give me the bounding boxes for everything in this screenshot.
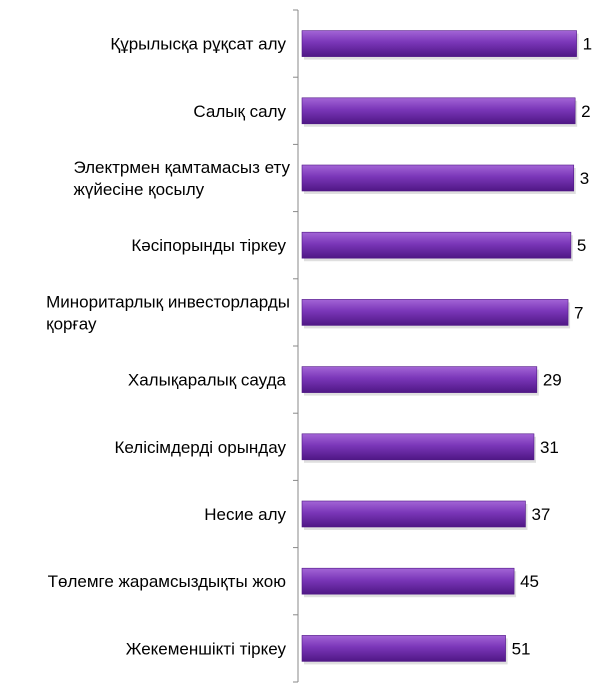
bar (301, 366, 538, 393)
data-label: 29 (543, 371, 562, 390)
category-tick-label: Халықаралық сауда (128, 371, 287, 390)
bar (301, 231, 572, 259)
bar (301, 164, 575, 192)
data-label: 45 (520, 572, 539, 591)
category-tick-label: Электрмен қамтамасыз ету жүйесіне қосылу (73, 158, 290, 199)
data-label: 2 (581, 102, 590, 121)
category-tick-label: Келісімдерді орындау (114, 438, 286, 457)
category-tick-label: Салық салу (193, 102, 286, 121)
data-label: 3 (580, 169, 589, 188)
bar (301, 500, 526, 528)
category-tick-label: Кәсіпорынды тіркеу (131, 236, 286, 255)
category-tick-label: Төлемге жарамсыздықты жою (48, 572, 287, 591)
category-tick-label: Құрылысқа рұқсат алу (110, 35, 286, 54)
bar (301, 567, 515, 595)
data-label: 51 (512, 639, 531, 658)
bar (301, 299, 569, 326)
data-label: 7 (574, 303, 583, 322)
bar (301, 635, 506, 662)
category-tick-label: Несие алу (204, 505, 286, 524)
bar (301, 97, 576, 125)
bar (301, 433, 535, 461)
data-label: 1 (583, 35, 592, 54)
data-label: 5 (577, 236, 586, 255)
category-tick-label: Жекеменшікті тіркеу (126, 639, 287, 658)
bar (301, 30, 577, 57)
data-label: 31 (540, 438, 559, 457)
category-tick-label: Миноритарлық инвесторларды қорғау (46, 292, 290, 333)
data-label: 37 (531, 505, 550, 524)
